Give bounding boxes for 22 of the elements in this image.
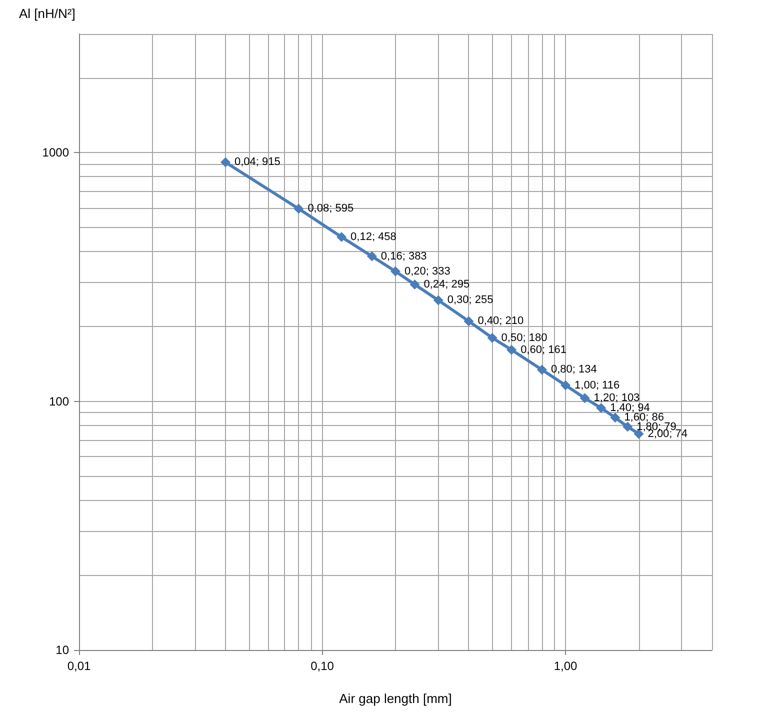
data-label: 0,12; 458 <box>350 230 396 243</box>
data-label: 0,80; 134 <box>550 364 597 376</box>
y-tick-label: 10 <box>56 643 70 657</box>
x-axis-title: Air gap length [mm] <box>339 691 452 706</box>
data-label: 0,40; 210 <box>478 315 524 328</box>
data-label: 0,16; 383 <box>380 250 427 262</box>
y-tick-label: 1000 <box>42 146 70 160</box>
x-tick-label: 1,00 <box>554 659 578 673</box>
x-tick-label: 0,01 <box>67 659 91 673</box>
data-label: 1,40; 94 <box>610 402 650 414</box>
y-axis-title: Al [nH/N²] <box>19 6 76 21</box>
data-label: 0,50; 180 <box>501 332 548 344</box>
data-label: 0,30; 255 <box>447 294 494 306</box>
x-tick-label: 0,10 <box>310 659 334 673</box>
data-label: 1,00; 116 <box>574 379 620 392</box>
data-label: 0,20; 333 <box>404 265 450 278</box>
data-label: 1,20; 103 <box>594 392 640 404</box>
y-tick-label: 100 <box>48 394 70 408</box>
data-label: 0,24; 295 <box>424 278 470 290</box>
data-label: 0,04; 915 <box>234 156 280 168</box>
data-label: 0,08; 595 <box>308 202 354 215</box>
data-label: 0,60; 161 <box>520 344 566 356</box>
